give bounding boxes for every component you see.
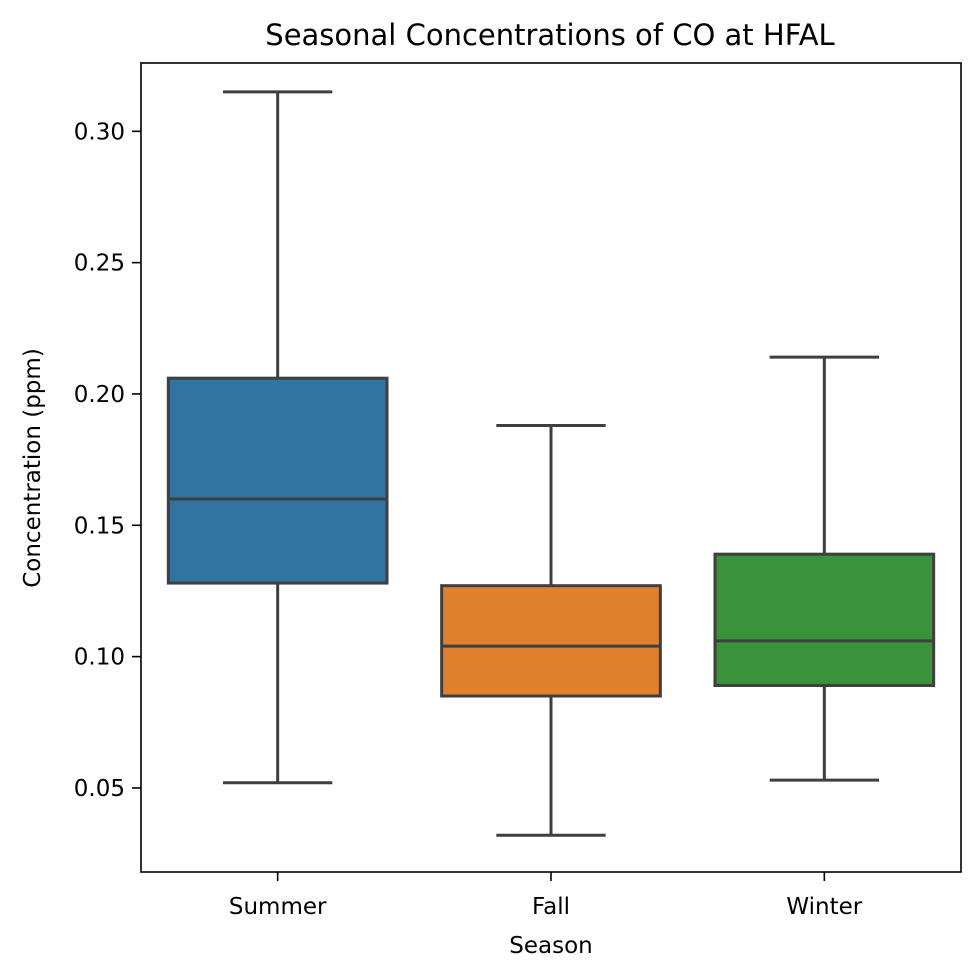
box-winter bbox=[713, 552, 936, 688]
x-tick-label: Fall bbox=[532, 894, 570, 920]
y-tick-label: 0.30 bbox=[74, 119, 125, 145]
y-tick-label: 0.10 bbox=[74, 645, 125, 671]
box-summer bbox=[166, 376, 389, 585]
y-tick-label: 0.20 bbox=[74, 382, 125, 408]
chart-title: Seasonal Concentrations of CO at HFAL bbox=[265, 18, 834, 52]
x-tick-label: Summer bbox=[229, 894, 327, 920]
y-axis: 0.05 0.10 0.15 0.20 0.25 0.30 bbox=[74, 119, 141, 802]
y-tick-label: 0.15 bbox=[74, 513, 125, 539]
x-axis: Summer Fall Winter bbox=[229, 872, 863, 920]
y-tick-label: 0.25 bbox=[74, 251, 125, 277]
x-tick-label: Winter bbox=[786, 894, 862, 920]
plot-area bbox=[166, 90, 936, 837]
x-axis-label: Season bbox=[509, 933, 592, 959]
box-group-summer bbox=[166, 90, 389, 785]
box-group-winter bbox=[713, 355, 936, 782]
y-tick-label: 0.05 bbox=[74, 776, 125, 802]
box-group-fall bbox=[440, 423, 662, 837]
y-axis-label: Concentration (ppm) bbox=[20, 348, 46, 588]
box-fall bbox=[440, 584, 662, 698]
